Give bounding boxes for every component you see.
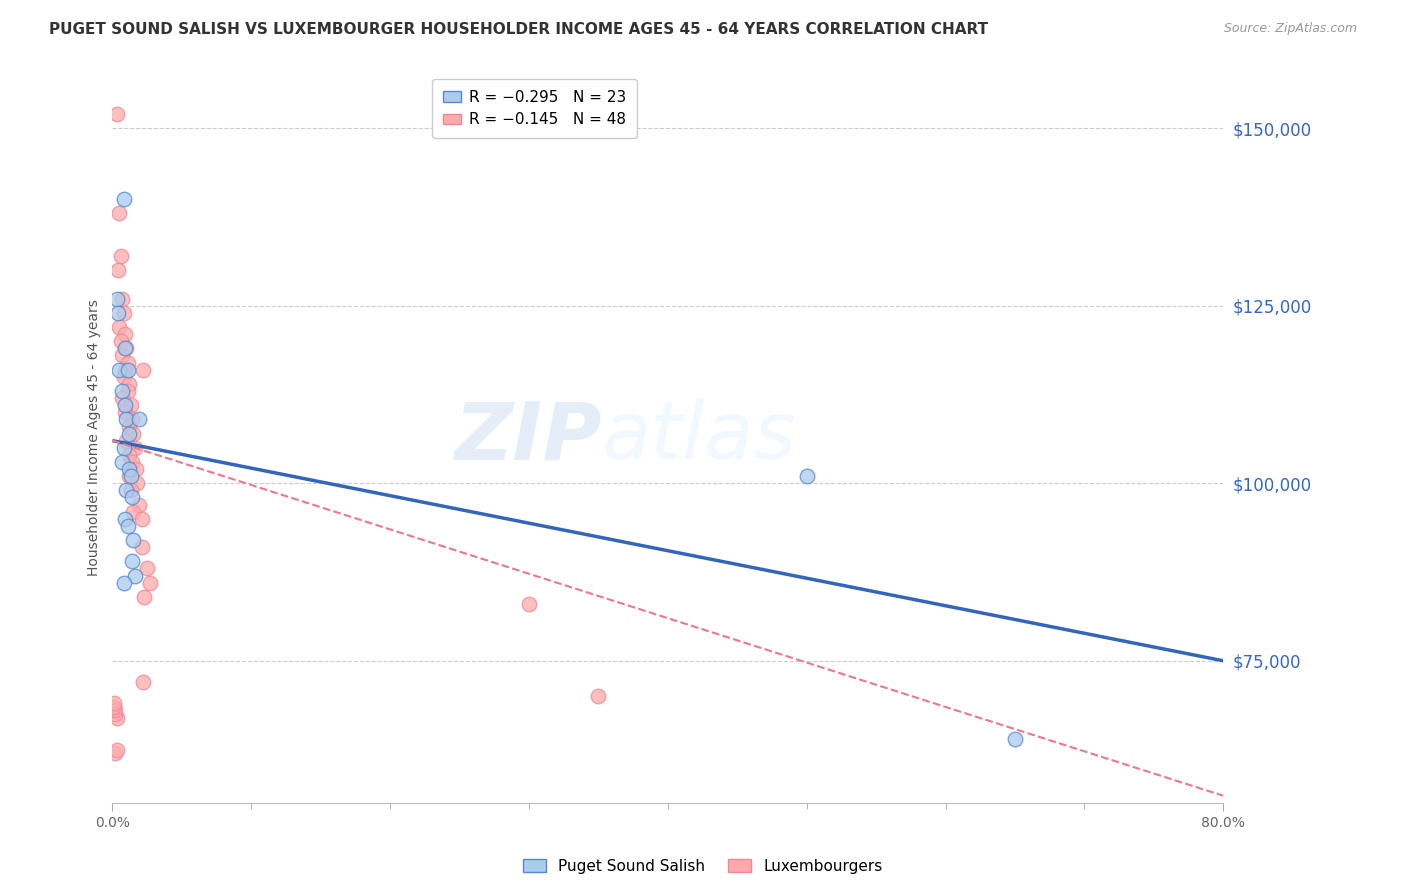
Point bbox=[124, 568, 146, 582]
Point bbox=[125, 462, 148, 476]
Point bbox=[112, 575, 135, 590]
Point bbox=[114, 327, 136, 342]
Point bbox=[117, 384, 139, 398]
Text: atlas: atlas bbox=[602, 398, 796, 476]
Point bbox=[105, 710, 128, 724]
Point bbox=[107, 306, 129, 320]
Point bbox=[112, 192, 135, 206]
Point bbox=[120, 398, 142, 412]
Point bbox=[122, 505, 145, 519]
Point bbox=[110, 334, 132, 349]
Point bbox=[111, 455, 134, 469]
Point bbox=[127, 476, 149, 491]
Point bbox=[108, 320, 131, 334]
Point bbox=[120, 469, 142, 483]
Text: ZIP: ZIP bbox=[454, 398, 602, 476]
Point bbox=[115, 412, 138, 426]
Point bbox=[118, 448, 141, 462]
Point bbox=[108, 206, 131, 220]
Point bbox=[104, 704, 127, 718]
Point bbox=[103, 697, 125, 711]
Point bbox=[1004, 731, 1026, 746]
Point bbox=[115, 434, 138, 448]
Point bbox=[114, 398, 136, 412]
Point bbox=[132, 675, 155, 690]
Point bbox=[111, 391, 134, 405]
Point bbox=[118, 426, 141, 441]
Point bbox=[118, 419, 141, 434]
Point bbox=[122, 426, 145, 441]
Text: Source: ZipAtlas.com: Source: ZipAtlas.com bbox=[1223, 22, 1357, 36]
Point bbox=[134, 590, 156, 604]
Legend: R = −0.295   N = 23, R = −0.145   N = 48: R = −0.295 N = 23, R = −0.145 N = 48 bbox=[432, 79, 637, 138]
Point bbox=[122, 533, 145, 547]
Point bbox=[114, 341, 136, 355]
Point bbox=[517, 597, 540, 611]
Point bbox=[117, 362, 139, 376]
Point bbox=[139, 575, 162, 590]
Point bbox=[124, 441, 146, 455]
Point bbox=[120, 483, 142, 498]
Point bbox=[121, 554, 143, 568]
Point bbox=[132, 362, 155, 376]
Point bbox=[112, 441, 135, 455]
Point bbox=[104, 706, 127, 721]
Point bbox=[117, 355, 139, 369]
Point bbox=[128, 412, 150, 426]
Point bbox=[112, 306, 135, 320]
Point bbox=[128, 498, 150, 512]
Point bbox=[107, 263, 129, 277]
Point bbox=[108, 362, 131, 376]
Point bbox=[114, 362, 136, 376]
Point bbox=[115, 341, 138, 355]
Point bbox=[114, 405, 136, 419]
Point bbox=[136, 561, 159, 575]
Point bbox=[112, 369, 135, 384]
Point bbox=[121, 455, 143, 469]
Point bbox=[121, 491, 143, 505]
Point bbox=[103, 700, 125, 714]
Point bbox=[105, 742, 128, 756]
Y-axis label: Householder Income Ages 45 - 64 years: Householder Income Ages 45 - 64 years bbox=[87, 299, 101, 575]
Point bbox=[118, 469, 141, 483]
Point bbox=[131, 512, 153, 526]
Point bbox=[115, 483, 138, 498]
Point bbox=[131, 540, 153, 554]
Point bbox=[111, 292, 134, 306]
Point bbox=[118, 376, 141, 391]
Point bbox=[118, 462, 141, 476]
Point bbox=[114, 512, 136, 526]
Point bbox=[105, 107, 128, 121]
Point bbox=[111, 348, 134, 362]
Point bbox=[121, 412, 143, 426]
Point bbox=[588, 690, 610, 704]
Legend: Puget Sound Salish, Luxembourgers: Puget Sound Salish, Luxembourgers bbox=[517, 853, 889, 880]
Point bbox=[111, 384, 134, 398]
Point bbox=[104, 746, 127, 760]
Point bbox=[110, 249, 132, 263]
Point bbox=[117, 519, 139, 533]
Point bbox=[105, 292, 128, 306]
Text: PUGET SOUND SALISH VS LUXEMBOURGER HOUSEHOLDER INCOME AGES 45 - 64 YEARS CORRELA: PUGET SOUND SALISH VS LUXEMBOURGER HOUSE… bbox=[49, 22, 988, 37]
Point bbox=[796, 469, 818, 483]
